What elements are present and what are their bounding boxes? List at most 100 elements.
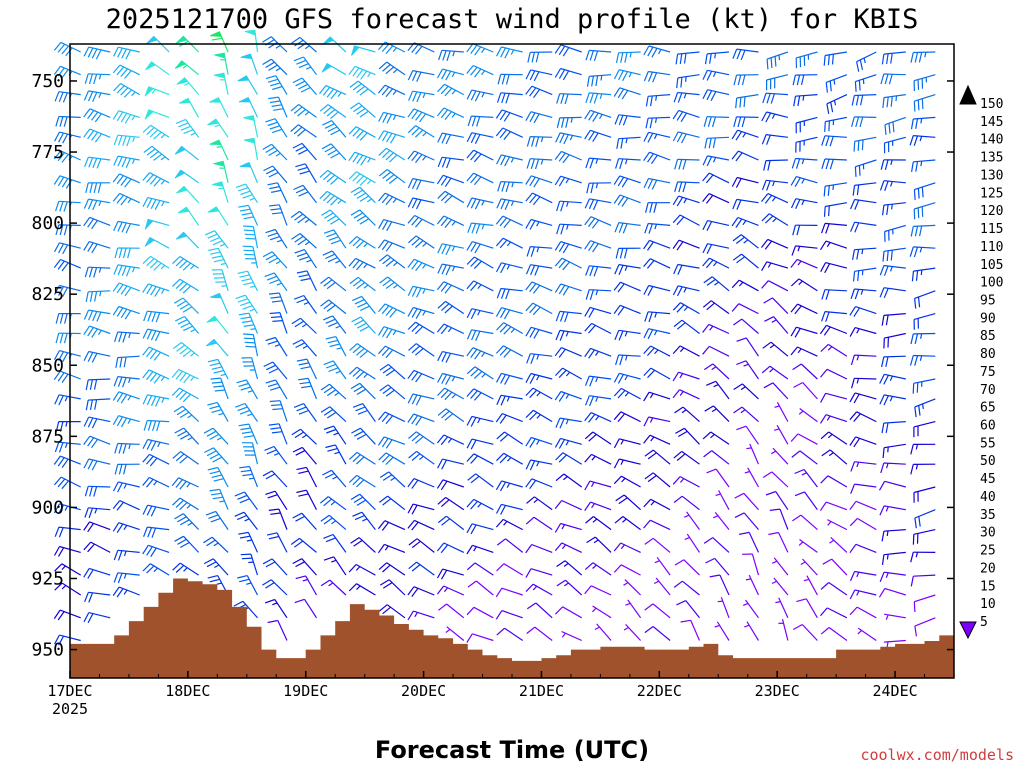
wind-barb — [526, 158, 553, 170]
wind-barb — [614, 329, 641, 341]
wind-barb — [585, 265, 612, 277]
wind-barb — [912, 529, 936, 545]
wind-barb — [849, 327, 877, 337]
wind-barb — [378, 61, 406, 76]
wind-barb — [293, 294, 317, 314]
wind-barb — [613, 475, 641, 488]
wind-barb — [910, 51, 936, 63]
wind-barb — [466, 241, 494, 254]
wind-barb — [349, 80, 376, 96]
wind-barb — [262, 251, 288, 269]
wind-barb — [850, 288, 877, 300]
wind-barb — [142, 453, 170, 467]
wind-barb — [321, 209, 347, 226]
wind-barb — [584, 480, 612, 491]
wind-barb — [378, 192, 406, 206]
colorbar-top-arrow — [959, 84, 977, 105]
wind-barb — [235, 183, 259, 204]
wind-barb — [350, 209, 376, 226]
x-year-label: 2025 — [52, 700, 88, 718]
wind-barb — [323, 556, 347, 576]
wind-barb — [237, 75, 259, 95]
wind-barb — [466, 89, 494, 102]
wind-barb — [83, 612, 111, 624]
x-axis: 17DEC 18DEC 19DEC 20DEC 21DEC 22DEC 23DEC 24DEC… — [47, 671, 955, 718]
wind-barb — [526, 246, 553, 257]
wind-barb — [615, 158, 641, 169]
wind-barb — [731, 176, 759, 188]
wind-barb — [586, 74, 612, 87]
wind-barb — [732, 253, 759, 269]
wind-barb — [293, 56, 317, 76]
wind-barb — [525, 111, 553, 124]
wind-barb — [850, 461, 877, 472]
wind-barb — [654, 556, 671, 576]
wind-barb — [761, 213, 789, 226]
wind-barb — [350, 537, 376, 553]
wind-barb — [142, 394, 170, 407]
wind-barb — [614, 264, 641, 276]
wind-barb — [763, 382, 789, 400]
wind-barb — [884, 116, 906, 135]
wind-barb — [584, 431, 612, 445]
wind-barb — [613, 69, 641, 82]
wind-barb — [849, 306, 877, 317]
wind-barb — [525, 387, 553, 400]
wind-barb — [525, 264, 553, 276]
wind-barb — [913, 421, 936, 438]
wind-barb — [734, 492, 759, 511]
wind-barb — [613, 564, 641, 576]
wind-barb — [437, 515, 465, 531]
wind-barb — [555, 132, 582, 145]
wind-barb — [820, 582, 848, 596]
wind-barb — [672, 214, 700, 226]
wind-barb — [881, 313, 906, 326]
wind-barb — [436, 585, 465, 596]
wind-barb — [407, 369, 435, 383]
wind-barb — [348, 474, 376, 488]
wind-barb — [525, 281, 553, 294]
wind-barb — [584, 562, 612, 576]
wind-barb — [496, 287, 523, 300]
wind-barb — [239, 161, 259, 184]
wind-barb — [437, 156, 464, 169]
wind-barb — [643, 416, 671, 427]
wind-barb — [852, 247, 877, 260]
wind-barb — [803, 575, 818, 596]
wind-barb — [268, 508, 288, 530]
wind-barb — [819, 414, 848, 424]
y-tick-label: 925 — [31, 568, 64, 589]
wind-barb — [849, 570, 877, 582]
wind-barb — [437, 190, 465, 204]
wind-barb — [436, 542, 465, 554]
wind-barb — [319, 190, 347, 206]
wind-barb — [525, 436, 553, 448]
wind-barb — [83, 325, 111, 338]
wind-barb — [437, 496, 465, 511]
wind-barb — [437, 300, 465, 315]
wind-barb — [526, 602, 553, 619]
wind-barb — [112, 64, 140, 79]
wind-barb — [268, 423, 288, 445]
wind-barb — [407, 610, 435, 621]
wind-barb — [113, 134, 140, 147]
wind-barb — [645, 116, 671, 129]
wind-barb — [213, 160, 229, 183]
wind-barb — [113, 264, 140, 277]
wind-barb — [643, 284, 671, 296]
wind-barb — [348, 151, 376, 166]
wind-barb — [142, 346, 170, 361]
wind-barb — [672, 476, 700, 488]
wind-barb — [322, 120, 347, 138]
wind-barb — [554, 150, 582, 164]
wind-barb — [291, 233, 317, 249]
wind-barb — [495, 587, 523, 598]
wind-barb — [265, 118, 288, 138]
wind-barb — [495, 345, 523, 358]
wind-barb — [879, 394, 906, 406]
wind-barb — [378, 562, 406, 576]
wind-barb — [824, 116, 848, 132]
wind-barb — [348, 366, 376, 380]
wind-barb — [561, 630, 582, 642]
wind-barb — [525, 478, 553, 490]
